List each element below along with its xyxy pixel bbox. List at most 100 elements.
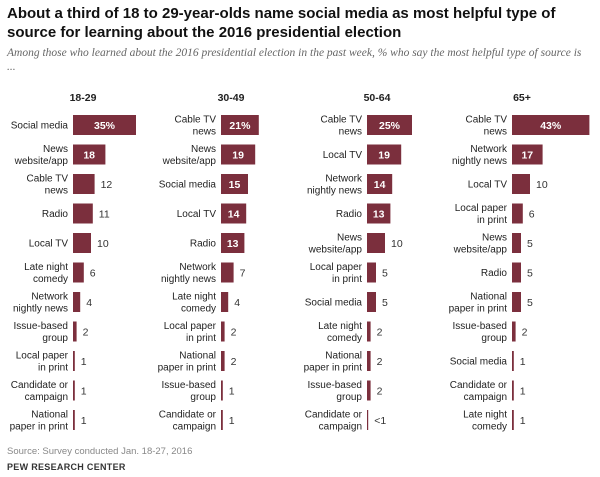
bar-18-29-10: [73, 380, 75, 401]
value-label-30-49-4: 14: [228, 209, 240, 221]
category-label-30-49-6: Network nightly news: [161, 262, 217, 285]
bar-65plus-8: [512, 321, 516, 342]
category-label-30-49-4: Local TV: [177, 209, 217, 220]
category-label-18-29-1: Social media: [11, 121, 69, 132]
source-note: Source: Survey conducted Jan. 18-27, 201…: [7, 446, 193, 457]
value-label-30-49-8: 2: [231, 327, 237, 339]
category-label-50-64-5: News website/app: [308, 233, 363, 256]
category-label-65plus-10: Candidate or campaign: [450, 380, 508, 403]
category-label-50-64-2: Local TV: [323, 150, 363, 161]
bar-50-64-10: [367, 380, 371, 401]
value-label-50-64-6: 5: [382, 268, 388, 280]
panel-header-30-49: 30-49: [218, 92, 245, 104]
bar-30-49-5: [221, 233, 245, 253]
bar-65plus-5: [512, 233, 521, 253]
bar-30-49-8: [221, 321, 225, 342]
category-label-30-49-9: National paper in print: [158, 351, 217, 374]
category-label-30-49-8: Local paper in print: [164, 321, 217, 344]
value-label-18-29-5: 10: [97, 238, 109, 250]
bar-65plus-3: [512, 174, 530, 194]
category-label-50-64-9: National paper in print: [304, 351, 363, 374]
category-label-18-29-9: Local paper in print: [16, 351, 69, 374]
chart-subtitle: Among those who learned about the 2016 p…: [7, 47, 582, 73]
category-label-65plus-9: Social media: [450, 357, 508, 368]
category-label-18-29-10: Candidate or campaign: [11, 380, 69, 403]
bar-50-64-8: [367, 321, 371, 342]
category-label-18-29-6: Late night comedy: [24, 262, 68, 285]
category-label-65plus-5: News website/app: [453, 233, 508, 256]
bar-30-49-2: [221, 144, 256, 165]
bar-50-64-5: [367, 233, 385, 253]
bar-30-49-10: [221, 380, 223, 401]
category-label-65plus-1: Cable TV news: [465, 115, 507, 138]
value-label-50-64-7: 5: [382, 297, 388, 309]
category-label-65plus-6: Radio: [481, 268, 508, 279]
value-label-18-29-4: 11: [99, 209, 110, 221]
value-label-65plus-9: 1: [520, 356, 526, 368]
value-label-18-29-8: 2: [83, 327, 89, 339]
category-label-18-29-5: Local TV: [29, 239, 69, 250]
bar-18-29-2: [73, 144, 106, 165]
category-label-30-49-3: Social media: [159, 180, 217, 191]
value-label-50-64-1: 25%: [379, 120, 401, 132]
bar-30-49-1: [221, 115, 259, 135]
bar-50-64-3: [367, 174, 393, 194]
category-label-50-64-11: Candidate or campaign: [305, 410, 363, 433]
value-label-50-64-2: 19: [378, 150, 390, 162]
panel-header-65plus: 65+: [513, 92, 531, 104]
value-label-30-49-1: 21%: [229, 120, 251, 132]
bar-30-49-3: [221, 174, 248, 194]
value-label-30-49-5: 13: [227, 238, 239, 250]
category-label-50-64-10: Issue-based group: [308, 380, 363, 403]
category-label-30-49-1: Cable TV news: [174, 115, 216, 138]
value-label-50-64-5: 10: [391, 238, 403, 250]
bar-65plus-2: [512, 144, 543, 165]
value-label-50-64-3: 14: [374, 179, 386, 191]
category-label-50-64-6: Local paper in print: [310, 262, 363, 285]
category-label-30-49-7: Late night comedy: [172, 292, 216, 315]
bar-30-49-4: [221, 203, 247, 224]
bar-18-29-6: [73, 262, 84, 283]
bar-65plus-9: [512, 351, 514, 371]
pew-research-center-logo: PEW RESEARCH CENTER: [7, 462, 126, 472]
category-label-65plus-4: Local paper in print: [455, 203, 508, 226]
value-label-65plus-5: 5: [527, 238, 533, 250]
value-label-50-64-9: 2: [377, 356, 383, 368]
bar-65plus-7: [512, 292, 521, 312]
category-label-30-49-11: Candidate or campaign: [159, 410, 217, 433]
category-label-50-64-8: Late night comedy: [318, 321, 362, 344]
value-label-18-29-9: 1: [81, 356, 87, 368]
value-label-65plus-4: 6: [529, 209, 535, 221]
bar-65plus-10: [512, 380, 514, 401]
bar-18-29-3: [73, 174, 95, 194]
value-label-30-49-2: 19: [232, 150, 244, 162]
value-label-18-29-1: 35%: [94, 120, 116, 132]
value-label-30-49-6: 7: [240, 268, 246, 280]
category-label-50-64-7: Social media: [305, 298, 363, 309]
bar-65plus-1: [512, 115, 590, 135]
value-label-65plus-6: 5: [527, 268, 533, 280]
value-label-65plus-7: 5: [527, 297, 533, 309]
bar-18-29-1: [73, 115, 136, 135]
category-label-65plus-2: Network nightly news: [452, 144, 508, 167]
category-label-50-64-3: Network nightly news: [307, 174, 363, 197]
bar-50-64-1: [367, 115, 412, 135]
bar-18-29-4: [73, 203, 93, 224]
bar-50-64-11: [367, 410, 369, 430]
category-label-18-29-7: Network nightly news: [13, 292, 69, 315]
category-label-30-49-5: Radio: [190, 239, 217, 250]
bar-30-49-9: [221, 351, 225, 371]
bar-18-29-7: [73, 292, 81, 312]
value-label-65plus-8: 2: [522, 327, 528, 339]
bar-18-29-5: [73, 233, 91, 253]
category-label-30-49-2: News website/app: [162, 144, 217, 167]
category-label-18-29-4: Radio: [42, 209, 69, 220]
value-label-18-29-10: 1: [81, 386, 87, 398]
value-label-65plus-1: 43%: [540, 120, 562, 132]
category-label-65plus-8: Issue-based group: [453, 321, 508, 344]
bar-50-64-7: [367, 292, 376, 312]
value-label-18-29-3: 12: [101, 179, 113, 191]
value-label-50-64-4: 13: [373, 209, 385, 221]
value-label-50-64-11: <1: [374, 415, 386, 427]
